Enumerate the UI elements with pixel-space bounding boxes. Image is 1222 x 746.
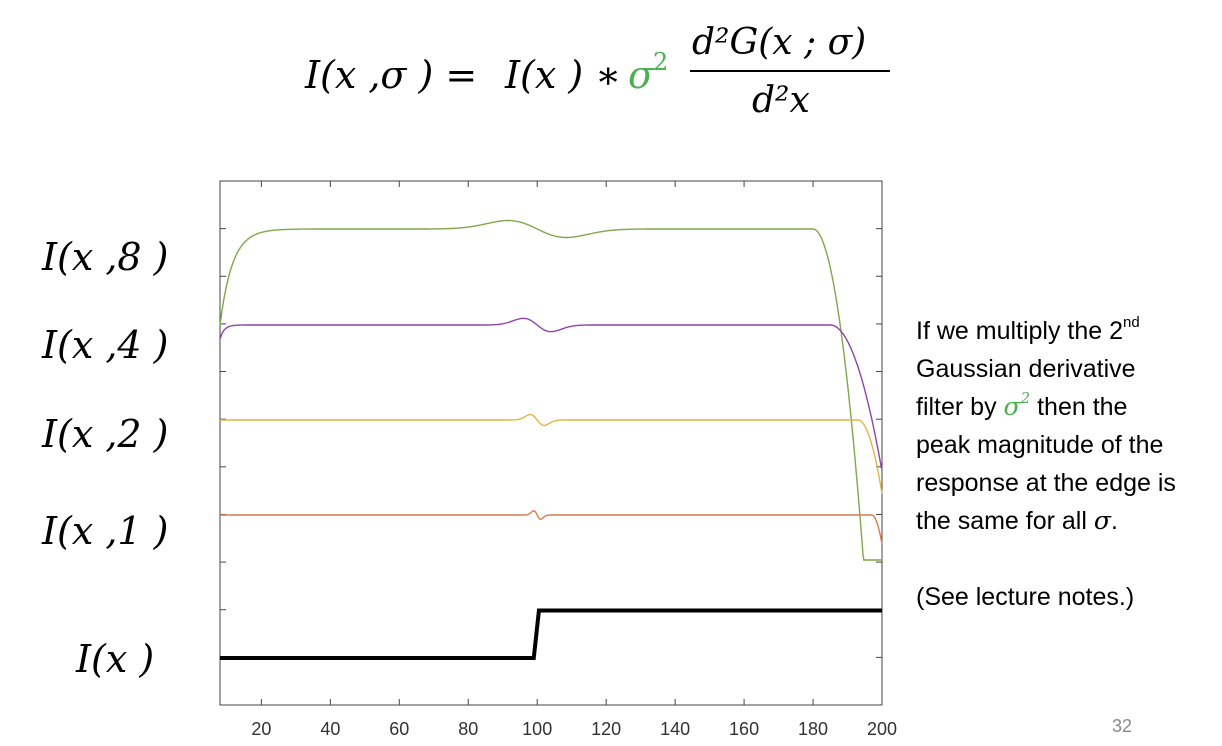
equation: I(x ,σ ) = I(x ) ∗ σ 2 d²G(x ; σ) d²x [304, 22, 890, 121]
explanation-text: If we multiply the 2nd Gaussian derivati… [916, 312, 1216, 616]
explanation-line-6: the same for all σ. [916, 506, 1118, 535]
explanation-line-3: filter by σ2 then the [916, 389, 1128, 422]
x-tick-label-60: 60 [389, 719, 409, 739]
axis-ticks [220, 181, 883, 705]
series-line-sigma-1 [220, 510, 883, 544]
explanation-line-2: Gaussian derivative [916, 355, 1136, 383]
lecture-notes-reference: (See lecture notes.) [916, 583, 1135, 611]
series-lines [219, 219, 883, 660]
slide-number: 32 [1112, 716, 1133, 736]
row-label-0: I(x ,8 ) [41, 235, 169, 279]
x-tick-label-200: 200 [867, 719, 897, 739]
x-tick-labels: 20 40 60 80 100 120 140 160 180 200 [251, 719, 897, 739]
x-tick-label-160: 160 [729, 719, 759, 739]
plot-frame [219, 180, 883, 706]
equation-weight-exponent: 2 [653, 48, 668, 76]
equation-denominator: d²x [752, 80, 810, 121]
row-label-1: I(x ,4 ) [41, 323, 169, 367]
series-line-sigma-8 [219, 219, 882, 561]
x-tick-label-20: 20 [251, 719, 271, 739]
row-label-4: I(x ) [75, 637, 154, 681]
x-tick-label-140: 140 [660, 719, 690, 739]
row-labels: I(x ,8 ) I(x ,4 ) I(x ,2 ) I(x ,1 ) I(x ) [41, 235, 169, 681]
x-tick-label-100: 100 [522, 719, 552, 739]
equation-weight: σ [628, 53, 655, 97]
equation-numerator: d²G(x ; σ) [692, 22, 866, 63]
equation-rhs-image: I(x ) ∗ [504, 53, 621, 97]
explanation-line-4: peak magnitude of the [916, 431, 1164, 459]
x-tick-label-120: 120 [591, 719, 621, 739]
equation-lhs: I(x ,σ ) = [304, 53, 477, 97]
row-label-3: I(x ,1 ) [41, 509, 169, 553]
x-tick-label-80: 80 [458, 719, 478, 739]
series-line-sigma-4 [219, 317, 883, 471]
row-label-2: I(x ,2 ) [41, 412, 169, 456]
x-tick-label-180: 180 [798, 719, 828, 739]
series-line-sigma-2 [220, 413, 883, 494]
explanation-line-1: If we multiply the 2nd [916, 314, 1140, 345]
explanation-line-5: response at the edge is [916, 469, 1176, 497]
series-step-input [220, 608, 882, 660]
x-tick-label-40: 40 [320, 719, 340, 739]
